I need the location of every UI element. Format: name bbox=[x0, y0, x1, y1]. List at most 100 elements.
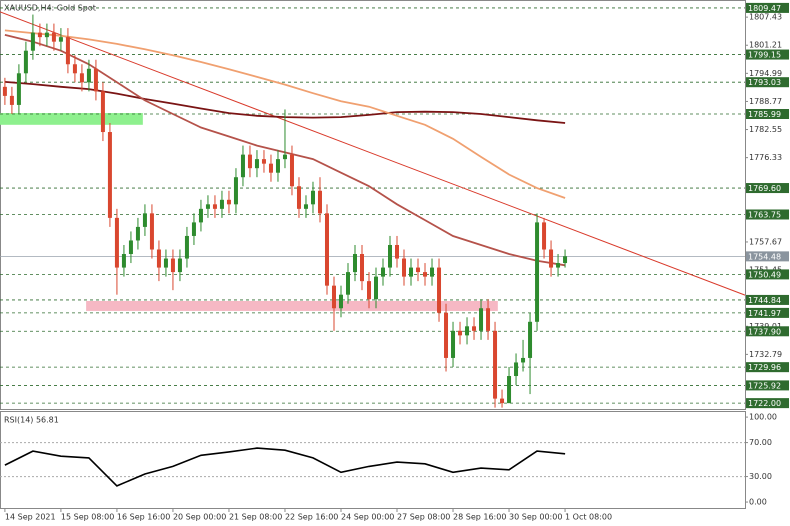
candle-body bbox=[451, 330, 456, 358]
level-label: 1744.84 bbox=[748, 296, 781, 305]
x-tick-label: 20 Sep 00:00 bbox=[173, 513, 226, 522]
rsi-tick-label: 30.00 bbox=[749, 472, 772, 481]
candle-body bbox=[493, 330, 498, 399]
level-label: 1793.03 bbox=[748, 78, 781, 87]
candle-body bbox=[528, 321, 533, 358]
candle-body bbox=[500, 398, 505, 404]
current-price-box bbox=[746, 251, 789, 262]
candle-body bbox=[72, 64, 77, 74]
candle-body bbox=[100, 91, 105, 133]
zone bbox=[86, 301, 498, 311]
level-label: 1722.00 bbox=[748, 399, 781, 408]
candle-body bbox=[226, 199, 231, 205]
level-box bbox=[746, 362, 789, 373]
candle-body bbox=[437, 267, 442, 313]
candle-body bbox=[409, 267, 414, 277]
candle-body bbox=[535, 222, 540, 322]
level-label: 1725.92 bbox=[748, 381, 781, 390]
candle-body bbox=[423, 272, 428, 277]
candle-body bbox=[128, 240, 133, 255]
y-tick-label: 1739.01 bbox=[749, 322, 782, 331]
candle-body bbox=[310, 190, 315, 205]
zone bbox=[0, 113, 143, 125]
candle-body bbox=[37, 32, 42, 38]
y-tick-label: 1788.77 bbox=[749, 97, 782, 106]
candle-body bbox=[282, 154, 287, 160]
trendline bbox=[0, 11, 746, 296]
candle-body bbox=[191, 222, 196, 236]
x-tick-label: 30 Sep 00:00 bbox=[509, 513, 562, 522]
rsi-tick-label: 0.00 bbox=[749, 498, 767, 507]
main-panel bbox=[0, 0, 746, 410]
candle-body bbox=[303, 204, 308, 209]
candle-body bbox=[79, 73, 84, 83]
level-label: 1809.47 bbox=[748, 4, 781, 13]
level-label: 1737.90 bbox=[748, 327, 781, 336]
candle-body bbox=[556, 263, 561, 268]
candle-body bbox=[563, 256, 568, 264]
y-tick-label: 1801.21 bbox=[749, 41, 782, 50]
candle-body bbox=[268, 163, 273, 173]
candle-body bbox=[65, 37, 70, 65]
candle-body bbox=[121, 254, 126, 268]
candle-body bbox=[486, 308, 491, 331]
rsi-tick-label: 70.00 bbox=[749, 438, 772, 447]
y-tick-label: 1782.55 bbox=[749, 125, 782, 134]
candle-body bbox=[507, 376, 512, 404]
candle-body bbox=[142, 213, 147, 227]
candle-body bbox=[472, 326, 477, 331]
candle-body bbox=[296, 186, 301, 209]
candle-body bbox=[345, 272, 350, 295]
level-label: 1785.99 bbox=[748, 110, 781, 119]
candle-body bbox=[177, 258, 182, 273]
level-box bbox=[746, 380, 789, 391]
rsi-tick-label: 100.00 bbox=[749, 413, 777, 422]
candle-body bbox=[23, 50, 28, 74]
candle-body bbox=[549, 249, 554, 268]
candle-body bbox=[184, 235, 189, 259]
y-tick-label: 1732.79 bbox=[749, 350, 782, 359]
rsi-line bbox=[4, 447, 566, 487]
level-box bbox=[746, 77, 789, 88]
candle-body bbox=[338, 294, 343, 309]
moving-average bbox=[4, 29, 566, 199]
level-label: 1763.75 bbox=[748, 210, 781, 219]
candle-body bbox=[58, 37, 63, 42]
level-box bbox=[746, 183, 789, 194]
candle-body bbox=[135, 226, 140, 241]
candle-body bbox=[2, 86, 7, 96]
candle-body bbox=[275, 159, 280, 173]
level-box bbox=[746, 49, 789, 60]
y-tick-label: 1794.99 bbox=[749, 69, 782, 78]
candle-body bbox=[352, 254, 357, 273]
y-tick-label: 1807.43 bbox=[749, 13, 782, 22]
current-price-label: 1754.48 bbox=[748, 252, 781, 261]
candle-body bbox=[240, 154, 245, 178]
candle-body bbox=[465, 326, 470, 336]
candle-body bbox=[366, 281, 371, 300]
x-tick-label: 27 Sep 08:00 bbox=[397, 513, 450, 522]
x-tick-label: 21 Sep 08:00 bbox=[229, 513, 282, 522]
candle-body bbox=[416, 267, 421, 273]
candle-body bbox=[205, 204, 210, 209]
candle-body bbox=[170, 258, 175, 273]
candle-body bbox=[86, 68, 91, 83]
candle-body bbox=[44, 32, 49, 38]
candle-body bbox=[107, 132, 112, 218]
candle-body bbox=[430, 267, 435, 277]
rsi-title: RSI(14) 56.81 bbox=[4, 416, 59, 425]
candle-body bbox=[9, 95, 14, 105]
level-box bbox=[746, 326, 789, 337]
candle-body bbox=[444, 312, 449, 358]
candle-body bbox=[521, 357, 526, 363]
candle-body bbox=[359, 254, 364, 282]
level-box bbox=[746, 398, 789, 409]
level-box bbox=[746, 209, 789, 220]
level-label: 1799.15 bbox=[748, 51, 781, 60]
candle-body bbox=[163, 258, 168, 268]
candle-body bbox=[381, 267, 386, 277]
candle-body bbox=[261, 159, 266, 164]
candle-body bbox=[324, 213, 329, 286]
